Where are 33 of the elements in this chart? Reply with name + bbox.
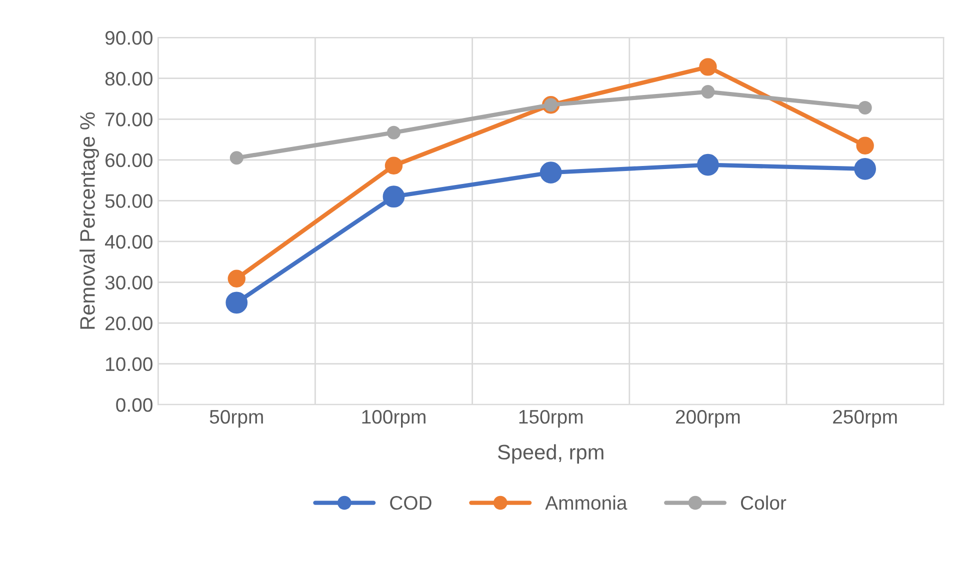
point: [226, 292, 248, 314]
point: [856, 136, 874, 154]
y-tick-label: 60.00: [106, 153, 152, 168]
y-tick-label: 0.00: [116, 398, 152, 412]
y-tick-label: 90.00: [105, 31, 152, 45]
point: [697, 154, 719, 176]
point: [230, 151, 244, 165]
x-tick-label: 150rpm: [519, 410, 583, 428]
x-tick-label: 100rpm: [362, 410, 426, 428]
y-tick-label: 40.00: [105, 234, 152, 249]
x-tick-label: 250rpm: [833, 410, 897, 428]
x-tick-label: 50rpm: [210, 410, 263, 428]
y-tick-label: 70.00: [106, 112, 152, 126]
y-tick-label: 20.00: [106, 316, 152, 330]
point: [854, 158, 876, 180]
point: [386, 126, 401, 140]
legend-label: Color: [740, 496, 786, 510]
point: [382, 186, 405, 208]
legend-label: COD: [390, 496, 432, 510]
y-tick-label: 10.00: [106, 357, 152, 372]
point: [384, 156, 403, 174]
point: [228, 270, 246, 288]
point: [699, 58, 717, 76]
point: [858, 100, 872, 114]
x-axis-title: Speed, rpm: [498, 444, 604, 464]
y-tick-label: 30.00: [105, 276, 152, 290]
x-tick-label: 200rpm: [676, 410, 740, 428]
y-tick-label: 50.00: [105, 194, 152, 208]
y-axis-title: Removal Percentage %: [80, 112, 99, 329]
point: [701, 85, 715, 99]
point: [540, 162, 562, 184]
legend-label: Ammonia: [545, 496, 628, 510]
y-tick-label: 80.00: [105, 72, 152, 86]
